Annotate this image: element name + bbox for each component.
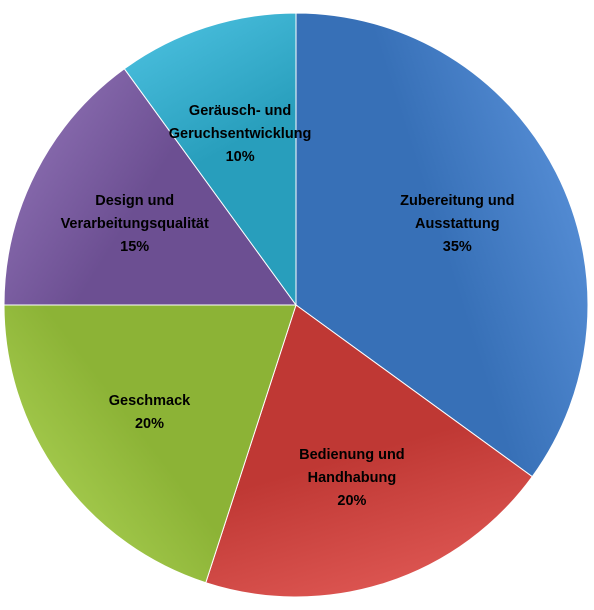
slice-percent: 20% [337, 493, 366, 509]
slice-label-line: Ausstattung [415, 216, 500, 232]
slice-label: Design und Verarbeitungsqualität 15% [61, 193, 209, 255]
pie-labels: Zubereitung und Ausstattung 35% Bedienung u… [61, 103, 515, 509]
slice-label-line: Geschmack [109, 393, 191, 409]
pie-slice [3, 304, 297, 584]
slice-label: Zubereitung und Ausstattung 35% [400, 193, 514, 255]
pie-slice [205, 304, 533, 598]
pie-slice [123, 12, 297, 307]
slice-percent: 20% [135, 416, 164, 432]
slice-label-line: Handhabung [308, 470, 397, 486]
slice-label-line: Design und [95, 193, 174, 209]
pie-slice [295, 12, 589, 478]
pie-slices [3, 12, 589, 598]
slice-label-line: Verarbeitungsqualität [61, 216, 209, 232]
slice-label-line: Zubereitung und [400, 193, 514, 209]
slice-label-line: Geruchsentwicklung [169, 126, 312, 142]
slice-label-line: Geräusch- und [189, 103, 291, 119]
slice-label-line: Bedienung und [299, 447, 405, 463]
slice-percent: 35% [443, 239, 472, 255]
pie-slice [3, 68, 297, 306]
slice-label: Geschmack 20% [109, 393, 191, 432]
slice-percent: 10% [226, 149, 255, 165]
slice-label: Geräusch- und Geruchsentwicklung 10% [169, 103, 312, 165]
slice-label: Bedienung und Handhabung 20% [299, 447, 405, 509]
slice-percent: 15% [120, 239, 149, 255]
